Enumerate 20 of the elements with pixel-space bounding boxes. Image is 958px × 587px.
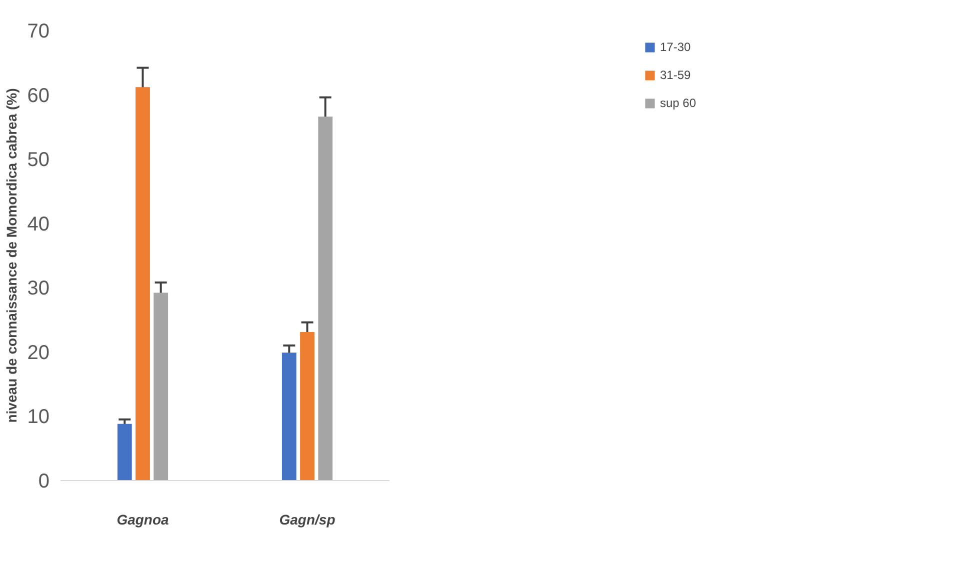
y-tick-label: 0 — [38, 470, 50, 492]
bar — [136, 87, 150, 480]
legend-label: sup 60 — [660, 96, 696, 110]
y-tick-label: 20 — [27, 342, 50, 364]
legend-label: 17-30 — [660, 40, 691, 54]
y-tick-label: 10 — [27, 406, 50, 428]
y-tick-label: 40 — [27, 213, 50, 236]
bar — [117, 424, 132, 480]
bar — [318, 116, 333, 480]
legend-label: 31-59 — [660, 68, 691, 82]
bar — [300, 332, 314, 480]
x-tick-label: Gagnoa — [116, 512, 170, 528]
y-tick-label: 60 — [27, 84, 50, 107]
x-tick-label: Gagn/sp — [279, 512, 336, 528]
y-tick-label: 30 — [27, 278, 50, 300]
y-tick-label: 50 — [27, 149, 50, 172]
y-tick-label: 70 — [27, 20, 50, 42]
bar — [154, 292, 168, 480]
bar — [282, 352, 296, 480]
y-axis-title: niveau de connaissance de Momordica cabrea (%) — [3, 88, 20, 423]
